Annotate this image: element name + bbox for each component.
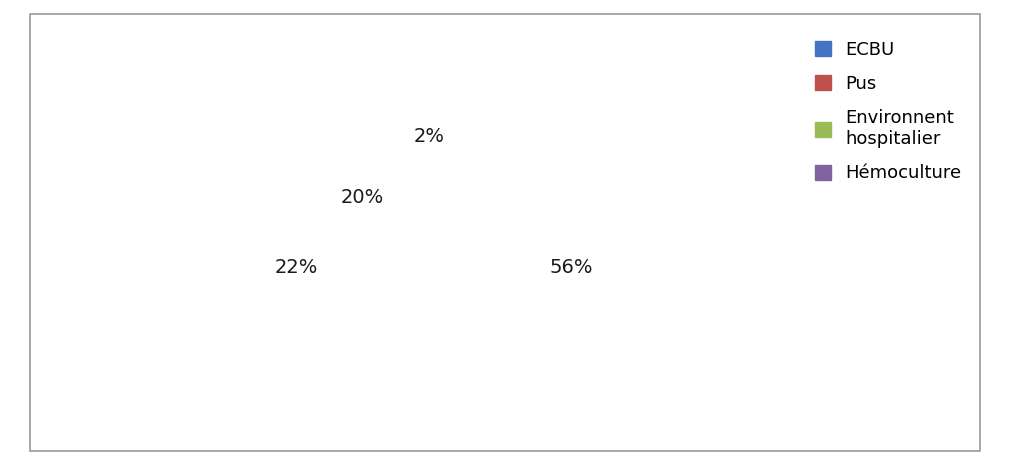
Text: 56%: 56% — [549, 258, 593, 277]
Legend: ECBU, Pus, Environnent
hospitalier, Hémoculture: ECBU, Pus, Environnent hospitalier, Hémo… — [806, 32, 971, 191]
Text: 22%: 22% — [275, 258, 318, 277]
Text: 20%: 20% — [341, 188, 384, 207]
Text: 2%: 2% — [413, 127, 444, 146]
